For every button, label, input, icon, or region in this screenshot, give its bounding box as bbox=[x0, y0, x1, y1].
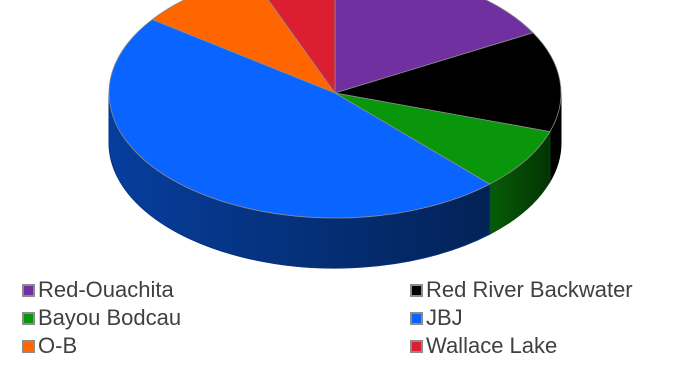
pie-slice-wallace-lake bbox=[267, 0, 336, 94]
legend-item-bayou-bodcau: Bayou Bodcau bbox=[22, 304, 181, 332]
legend-swatch bbox=[22, 311, 35, 325]
legend-item-red-river-backwater: Red River Backwater bbox=[410, 276, 633, 304]
pie-slices bbox=[108, 0, 562, 219]
legend-label: JBJ bbox=[426, 305, 463, 330]
pie-slice-o-b bbox=[151, 0, 336, 94]
legend: Red-Ouachita Red River Backwater Bayou Bod… bbox=[0, 270, 698, 368]
legend-label: Red-Ouachita bbox=[38, 277, 174, 302]
legend-swatch bbox=[410, 311, 423, 325]
legend-item-red-ouachita: Red-Ouachita bbox=[22, 276, 174, 304]
legend-swatch bbox=[22, 339, 35, 353]
legend-swatch bbox=[22, 283, 35, 297]
legend-label: Wallace Lake bbox=[426, 333, 558, 358]
legend-item-wallace-lake: Wallace Lake bbox=[410, 332, 557, 360]
legend-swatch bbox=[410, 339, 423, 353]
legend-item-o-b: O-B bbox=[22, 332, 77, 360]
pie-slice-jbj bbox=[108, 19, 491, 219]
legend-swatch bbox=[410, 283, 423, 297]
legend-label: Bayou Bodcau bbox=[38, 305, 182, 330]
pie-slice-red-river-backwater bbox=[334, 32, 562, 133]
legend-label: O-B bbox=[38, 333, 78, 358]
pie-slice-bayou-bodcau bbox=[334, 92, 551, 185]
legend-label: Red River Backwater bbox=[426, 277, 633, 302]
pie-slice-red-ouachita bbox=[334, 0, 534, 94]
pie-chart bbox=[108, 0, 562, 269]
legend-item-jbj: JBJ bbox=[410, 304, 463, 332]
